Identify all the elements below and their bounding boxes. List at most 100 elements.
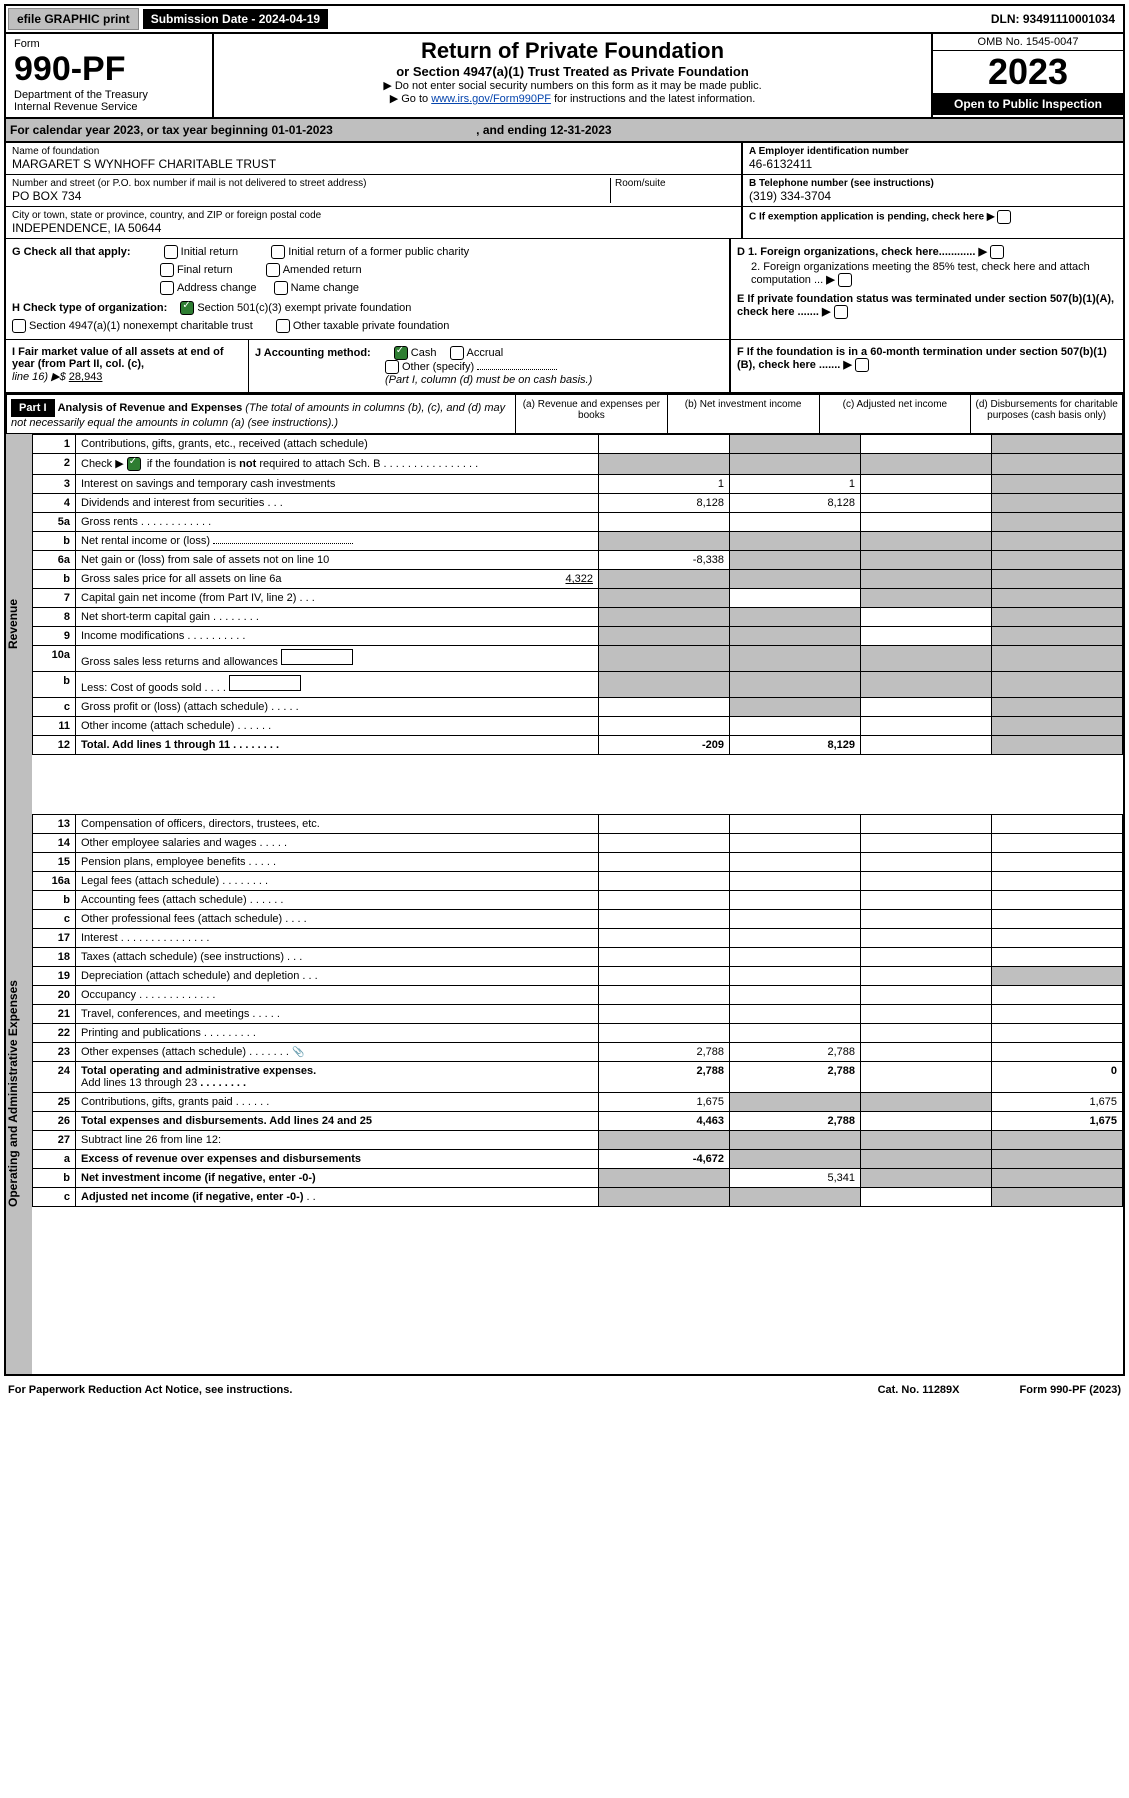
table-row: 26Total expenses and disbursements. Add … <box>33 1112 1123 1131</box>
table-row: bNet rental income or (loss) <box>33 532 1123 551</box>
e-label: E If private foundation status was termi… <box>737 293 1114 318</box>
h-other-tax-checkbox[interactable] <box>276 319 290 333</box>
footer: For Paperwork Reduction Act Notice, see … <box>0 1380 1129 1400</box>
c-label: C If exemption application is pending, c… <box>749 212 984 223</box>
addr: PO BOX 734 <box>12 189 610 203</box>
col-d-hdr: (d) Disbursements for charitable purpose… <box>970 395 1122 433</box>
revenue-table: 1Contributions, gifts, grants, etc., rec… <box>32 434 1123 755</box>
table-row: cGross profit or (loss) (attach schedule… <box>33 698 1123 717</box>
table-row: 10aGross sales less returns and allowanc… <box>33 646 1123 672</box>
dept: Department of the Treasury <box>14 89 204 101</box>
table-row: 9Income modifications . . . . . . . . . … <box>33 627 1123 646</box>
part1-badge: Part I <box>11 399 55 417</box>
cat-no: Cat. No. 11289X <box>878 1384 960 1396</box>
entity-block: Name of foundation MARGARET S WYNHOFF CH… <box>6 143 1123 239</box>
j-other-checkbox[interactable] <box>385 360 399 374</box>
part1-title: Analysis of Revenue and Expenses <box>58 402 243 414</box>
inst-1: ▶ Do not enter social security numbers o… <box>218 79 927 92</box>
form-word: Form <box>14 38 204 50</box>
i-line16: line 16) ▶$ <box>12 371 69 383</box>
efile-button[interactable]: efile GRAPHIC print <box>8 8 139 30</box>
expenses-table: 13Compensation of officers, directors, t… <box>32 814 1123 1207</box>
table-row: 12Total. Add lines 1 through 11 . . . . … <box>33 736 1123 755</box>
open-public: Open to Public Inspection <box>933 93 1123 115</box>
f-checkbox[interactable] <box>855 358 869 372</box>
table-row: 16aLegal fees (attach schedule) . . . . … <box>33 872 1123 891</box>
g-h-section: G Check all that apply: Initial return I… <box>6 239 1123 340</box>
city: INDEPENDENCE, IA 50644 <box>12 221 735 235</box>
h-501c3-checkbox[interactable] <box>180 301 194 315</box>
name-label: Name of foundation <box>12 146 735 157</box>
foundation-name: MARGARET S WYNHOFF CHARITABLE TRUST <box>12 157 735 171</box>
table-row: bAccounting fees (attach schedule) . . .… <box>33 891 1123 910</box>
table-row: 13Compensation of officers, directors, t… <box>33 815 1123 834</box>
table-row: 27Subtract line 26 from line 12: <box>33 1131 1123 1150</box>
i-label: I Fair market value of all assets at end… <box>12 346 224 370</box>
form-number: 990-PF <box>14 50 204 89</box>
j-accrual-checkbox[interactable] <box>450 346 464 360</box>
phone-label: B Telephone number (see instructions) <box>749 178 1117 189</box>
omb-number: OMB No. 1545-0047 <box>933 34 1123 51</box>
g-initial-former-checkbox[interactable] <box>271 245 285 259</box>
table-row: 20Occupancy . . . . . . . . . . . . . <box>33 986 1123 1005</box>
form-title: Return of Private Foundation <box>218 38 927 64</box>
g-amended-checkbox[interactable] <box>266 263 280 277</box>
g-initial-checkbox[interactable] <box>164 245 178 259</box>
tax-year: 2023 <box>933 51 1123 93</box>
phone: (319) 334-3704 <box>749 189 1117 203</box>
form-header: Form 990-PF Department of the Treasury I… <box>6 34 1123 119</box>
table-row: 17Interest . . . . . . . . . . . . . . . <box>33 929 1123 948</box>
table-row: 11Other income (attach schedule) . . . .… <box>33 717 1123 736</box>
table-row: 25Contributions, gifts, grants paid . . … <box>33 1093 1123 1112</box>
ein: 46-6132411 <box>749 157 1117 171</box>
addr-label: Number and street (or P.O. box number if… <box>12 178 610 189</box>
table-row: 1Contributions, gifts, grants, etc., rec… <box>33 435 1123 454</box>
table-row: bGross sales price for all assets on lin… <box>33 570 1123 589</box>
c-checkbox[interactable] <box>997 210 1011 224</box>
table-row: 7Capital gain net income (from Part IV, … <box>33 589 1123 608</box>
col-c-hdr: (c) Adjusted net income <box>819 395 971 433</box>
form-subtitle: or Section 4947(a)(1) Trust Treated as P… <box>218 64 927 79</box>
form-ref: Form 990-PF (2023) <box>1020 1384 1121 1396</box>
irs: Internal Revenue Service <box>14 101 204 113</box>
g-final-checkbox[interactable] <box>160 263 174 277</box>
g-label: G Check all that apply: <box>12 246 131 258</box>
ein-label: A Employer identification number <box>749 146 1117 157</box>
h-4947-checkbox[interactable] <box>12 319 26 333</box>
attach-icon[interactable]: 📎 <box>292 1047 304 1058</box>
table-row: 24Total operating and administrative exp… <box>33 1062 1123 1093</box>
d1-checkbox[interactable] <box>990 245 1004 259</box>
inst-2: ▶ Go to www.irs.gov/Form990PF for instru… <box>218 92 927 105</box>
pra-notice: For Paperwork Reduction Act Notice, see … <box>8 1384 292 1396</box>
table-row: 5aGross rents . . . . . . . . . . . . <box>33 513 1123 532</box>
submission-date: Submission Date - 2024-04-19 <box>143 9 328 29</box>
table-row: 22Printing and publications . . . . . . … <box>33 1024 1123 1043</box>
col-a-hdr: (a) Revenue and expenses per books <box>515 395 667 433</box>
top-bar: efile GRAPHIC print Submission Date - 20… <box>6 6 1123 34</box>
table-row: 23Other expenses (attach schedule) . . .… <box>33 1043 1123 1062</box>
g-address-checkbox[interactable] <box>160 281 174 295</box>
revenue-side-label: Revenue <box>6 434 32 814</box>
g-name-checkbox[interactable] <box>274 281 288 295</box>
table-row: 14Other employee salaries and wages . . … <box>33 834 1123 853</box>
d2-checkbox[interactable] <box>838 273 852 287</box>
col-b-hdr: (b) Net investment income <box>667 395 819 433</box>
form-link[interactable]: www.irs.gov/Form990PF <box>431 93 551 105</box>
f-label: F If the foundation is in a 60-month ter… <box>737 346 1107 371</box>
table-row: 21Travel, conferences, and meetings . . … <box>33 1005 1123 1024</box>
table-row: cOther professional fees (attach schedul… <box>33 910 1123 929</box>
l2-checkbox[interactable] <box>127 457 141 471</box>
j-note: (Part I, column (d) must be on cash basi… <box>385 374 592 386</box>
calendar-year: For calendar year 2023, or tax year begi… <box>6 119 1123 143</box>
table-row: 15Pension plans, employee benefits . . .… <box>33 853 1123 872</box>
table-row: 3Interest on savings and temporary cash … <box>33 475 1123 494</box>
e-checkbox[interactable] <box>834 305 848 319</box>
j-cash-checkbox[interactable] <box>394 346 408 360</box>
dln: DLN: 93491110001034 <box>983 9 1123 29</box>
i-value: 28,943 <box>69 371 103 383</box>
part1-header: Part I Analysis of Revenue and Expenses … <box>6 394 1123 434</box>
city-label: City or town, state or province, country… <box>12 210 735 221</box>
room-label: Room/suite <box>615 178 735 189</box>
j-label: J Accounting method: <box>255 347 371 359</box>
table-row: cAdjusted net income (if negative, enter… <box>33 1188 1123 1207</box>
